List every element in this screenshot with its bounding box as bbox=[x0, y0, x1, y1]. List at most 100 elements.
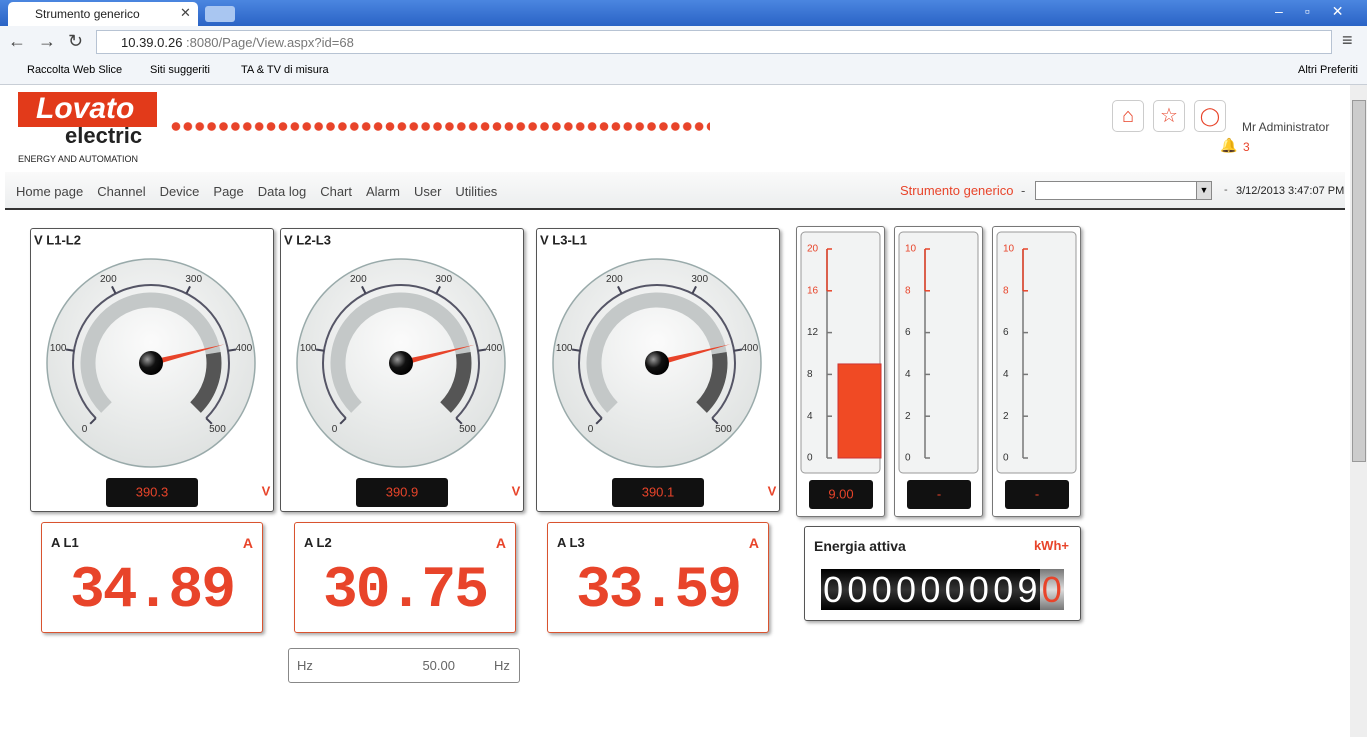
meter-card: A L1 A 34.89 bbox=[41, 522, 263, 633]
tab-close[interactable]: ✕ bbox=[180, 5, 191, 20]
logo-bottom: electric bbox=[65, 123, 143, 148]
favorite-icon[interactable]: ☆ bbox=[1153, 100, 1185, 132]
nav-item[interactable]: Data log bbox=[257, 184, 307, 199]
user-icon[interactable]: ◯ bbox=[1194, 100, 1226, 132]
gauge-needle bbox=[150, 344, 225, 366]
gauge-band bbox=[330, 292, 471, 413]
gauge-tick-label: 0 bbox=[332, 424, 338, 435]
tab[interactable]: Strumento generico ✕ bbox=[8, 2, 198, 26]
new-tab[interactable] bbox=[205, 6, 235, 22]
bookmark[interactable]: TA & TV di misura bbox=[241, 64, 329, 76]
scale-tick-label: 2 bbox=[905, 411, 911, 422]
value-box bbox=[907, 480, 971, 509]
scale-tick-label: 16 bbox=[807, 285, 819, 296]
gauge-tick bbox=[111, 285, 117, 294]
counter-digit: 0 bbox=[942, 569, 967, 610]
meter-label: A L1 bbox=[51, 535, 79, 550]
gauge-band-high bbox=[696, 351, 728, 413]
scale-tick-label: 8 bbox=[1003, 285, 1009, 296]
bar-gauge: 0 4 8 12 16 20 9.00 bbox=[800, 231, 882, 509]
gauge-hub bbox=[645, 351, 669, 375]
nav-buttons[interactable]: ←→↻ bbox=[8, 31, 96, 51]
gauge-unit: V bbox=[768, 483, 777, 498]
gauge-tick bbox=[227, 348, 237, 352]
page-select[interactable]: ▼ bbox=[1035, 181, 1212, 200]
gauge-unit: V bbox=[512, 483, 521, 498]
gauge-band-high bbox=[440, 351, 472, 413]
gauge-tick-label: 300 bbox=[185, 274, 202, 285]
dots bbox=[170, 122, 710, 131]
meter-unit: A bbox=[242, 535, 253, 551]
nav-menu: Home page Channel Device Page Data log Chart A… bbox=[16, 183, 511, 201]
scale-tick-label: 6 bbox=[905, 327, 911, 338]
tagline: ENERGY AND AUTOMATION bbox=[18, 154, 139, 164]
bar-panel bbox=[898, 231, 979, 474]
nav-item[interactable]: Chart bbox=[320, 184, 352, 199]
scale-tick-label: 2 bbox=[1003, 411, 1009, 422]
gauge-tick bbox=[65, 348, 75, 352]
nav-item[interactable]: Page bbox=[213, 184, 244, 199]
scale-tick-label: 4 bbox=[1003, 369, 1009, 380]
bar-panel bbox=[996, 231, 1077, 474]
gauge-tick bbox=[361, 285, 367, 294]
scale-tick-label: 8 bbox=[905, 285, 911, 296]
menu[interactable]: ≡ bbox=[1342, 30, 1353, 50]
omnibox[interactable]: 10.39.0.26:8080/Page/View.aspx?id=68 bbox=[96, 30, 1332, 54]
gauge-tick bbox=[733, 348, 743, 352]
nav-item[interactable]: User bbox=[413, 184, 442, 199]
meter-card: A L2 A 30.75 bbox=[294, 522, 516, 633]
counter-digit: 0 bbox=[991, 569, 1016, 610]
gauge-ring bbox=[72, 284, 230, 419]
gauge: V L3-L1 0 100 200 300 400 500 390.1 V bbox=[540, 232, 777, 507]
scale-tick-label: 8 bbox=[807, 369, 813, 380]
home-icon[interactable]: ⌂ bbox=[1112, 100, 1144, 132]
gauge-unit: V bbox=[262, 483, 271, 498]
nav-item[interactable]: Home page bbox=[16, 184, 84, 199]
bell-icon[interactable]: 🔔 bbox=[1220, 137, 1238, 153]
bar bbox=[837, 363, 882, 459]
frequency-box: Hz 50.00 Hz bbox=[288, 648, 520, 683]
scale-tick-label: 10 bbox=[905, 244, 917, 255]
separator: - bbox=[1021, 183, 1026, 198]
page-label: Strumento generico bbox=[900, 183, 1014, 198]
gauge-tick bbox=[617, 285, 623, 294]
energy-label: Energia attiva bbox=[814, 538, 906, 554]
gauge-tick-label: 500 bbox=[209, 424, 226, 435]
nav-item[interactable]: Alarm bbox=[366, 184, 400, 199]
value-box bbox=[612, 478, 704, 507]
gauge-tick-label: 500 bbox=[459, 424, 476, 435]
bookmark[interactable]: Altri Preferiti bbox=[1298, 64, 1358, 76]
alert-count[interactable]: 3 bbox=[1243, 140, 1250, 154]
select-arrow[interactable]: ▼ bbox=[1196, 182, 1211, 199]
scale-tick-label: 4 bbox=[807, 411, 813, 422]
scrollbar[interactable] bbox=[1350, 85, 1367, 737]
scroll-thumb[interactable] bbox=[1352, 100, 1366, 462]
meter-card: A L3 A 33.59 bbox=[547, 522, 769, 633]
bar-gauge-card: 0 4 8 12 16 20 9.00 bbox=[796, 226, 885, 517]
gauge-tick bbox=[435, 285, 441, 294]
gauge-needle bbox=[400, 344, 475, 366]
counter-digit: 0 bbox=[869, 569, 894, 610]
meter-unit: A bbox=[495, 535, 506, 551]
bookmark[interactable]: Raccolta Web Slice bbox=[27, 64, 123, 76]
scale-tick-label: 0 bbox=[1003, 453, 1009, 464]
nav-item[interactable]: Channel bbox=[97, 184, 146, 199]
value-box bbox=[356, 478, 448, 507]
gauge-tick bbox=[89, 417, 97, 425]
meter-label: A L2 bbox=[304, 535, 332, 550]
nav-item[interactable]: Utilities bbox=[455, 184, 498, 199]
gauge: V L1-L2 0 100 200 300 400 500 390.3 V bbox=[34, 232, 271, 507]
counter-digit: 0 bbox=[893, 569, 919, 610]
counter-digit: 0 bbox=[845, 569, 870, 610]
window-controls[interactable]: –▫✕ bbox=[1275, 3, 1366, 19]
counter-digit: 0 bbox=[821, 569, 846, 610]
nav-item[interactable]: Device bbox=[159, 184, 200, 199]
bookmark[interactable]: Siti suggeriti bbox=[150, 64, 210, 76]
gauge-tick-label: 500 bbox=[715, 424, 732, 435]
gauge-hub bbox=[139, 351, 163, 375]
gauge-tick-label: 200 bbox=[100, 274, 117, 285]
bar-value: - bbox=[1035, 486, 1039, 501]
gauge-tick-label: 400 bbox=[235, 343, 252, 354]
gauge-band-high bbox=[190, 351, 222, 413]
